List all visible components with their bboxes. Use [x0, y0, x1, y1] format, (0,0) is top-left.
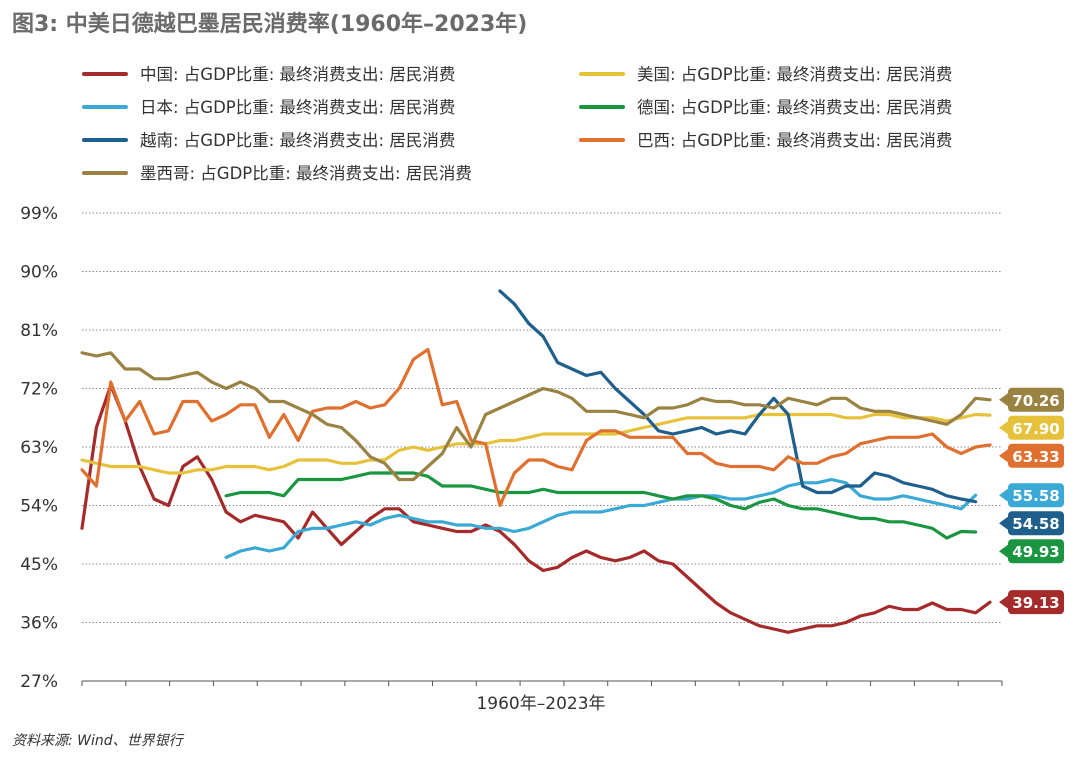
end-value-label: 55.58 [1012, 487, 1059, 505]
y-tick-label: 63% [20, 438, 58, 458]
callout-pointer [999, 515, 1010, 532]
y-tick-label: 45% [20, 555, 58, 575]
legend-label: 中国: 占GDP比重: 最终消费支出: 居民消费 [140, 65, 455, 84]
legend-label: 日本: 占GDP比重: 最终消费支出: 居民消费 [140, 98, 455, 117]
legend-label: 越南: 占GDP比重: 最终消费支出: 居民消费 [140, 131, 455, 150]
callout-box [1008, 415, 1064, 440]
callout-pointer [999, 487, 1010, 504]
callout-box [1008, 483, 1064, 508]
end-value-label: 67.90 [1012, 420, 1059, 438]
end-labels: 70.26 67.90 63.33 55.58 54.58 49.93 39.13 [999, 387, 1064, 615]
series-line-1 [80, 412, 992, 475]
callout-box [1008, 539, 1064, 564]
source-note: 资料来源: Wind、世界银行 [12, 733, 183, 749]
x-axis-title: 1960年–2023年 [476, 694, 605, 714]
y-tick-label: 27% [20, 672, 58, 692]
legend-label: 巴西: 占GDP比重: 最终消费支出: 居民消费 [637, 131, 952, 150]
callout-box [1008, 443, 1064, 468]
figure-title: 图3: 中美日德越巴墨居民消费率(1960年–2023年) [12, 12, 528, 37]
callout-pointer [999, 391, 1010, 408]
series-line-3 [224, 471, 978, 540]
legend: 中国: 占GDP比重: 最终消费支出: 居民消费 美国: 占GDP比重: 最终消费… [82, 65, 952, 183]
callout-pointer [999, 594, 1010, 611]
end-value-label: 63.33 [1012, 448, 1059, 466]
gridlines [82, 212, 1002, 623]
y-tick-label: 99% [20, 204, 58, 224]
callout-pointer [999, 447, 1010, 464]
callout-box [1008, 387, 1064, 412]
y-tick-label: 72% [20, 380, 58, 400]
series-line-0 [80, 383, 992, 634]
end-value-label: 54.58 [1012, 515, 1059, 533]
series-lines [80, 289, 992, 634]
y-tick-label: 36% [20, 614, 58, 634]
legend-label: 德国: 占GDP比重: 最终消费支出: 居民消费 [637, 98, 952, 117]
series-line-6 [80, 351, 992, 482]
y-tick-label: 54% [20, 497, 58, 517]
legend-label: 墨西哥: 占GDP比重: 最终消费支出: 居民消费 [140, 164, 472, 183]
end-value-label: 49.93 [1012, 543, 1059, 561]
end-value-label: 70.26 [1012, 392, 1059, 410]
y-tick-label: 81% [20, 321, 58, 341]
series-line-4 [498, 289, 978, 504]
axes: 99% 90% 81% 72% 63% 54% 45% 36% 27% [20, 204, 1003, 692]
end-value-label: 39.13 [1012, 594, 1059, 612]
legend-label: 美国: 占GDP比重: 最终消费支出: 居民消费 [637, 65, 952, 84]
y-tick-label: 90% [20, 263, 58, 283]
callout-pointer [999, 543, 1010, 560]
callout-box [1008, 590, 1064, 615]
callout-box [1008, 511, 1064, 536]
series-line-5 [80, 347, 992, 508]
callout-pointer [999, 419, 1010, 436]
